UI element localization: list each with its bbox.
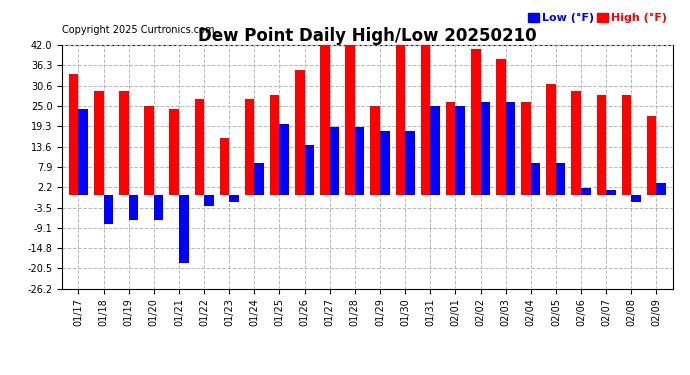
Bar xyxy=(546,84,556,195)
Bar xyxy=(304,145,314,195)
Bar xyxy=(455,106,465,195)
Bar xyxy=(144,106,154,195)
Bar xyxy=(345,45,355,195)
Bar xyxy=(279,124,289,195)
Bar xyxy=(496,59,506,195)
Bar xyxy=(606,190,615,195)
Bar xyxy=(255,163,264,195)
Bar xyxy=(154,195,164,220)
Bar xyxy=(521,102,531,195)
Bar xyxy=(597,95,606,195)
Bar xyxy=(647,117,656,195)
Bar xyxy=(571,92,581,195)
Bar xyxy=(371,106,380,195)
Bar xyxy=(656,183,666,195)
Bar xyxy=(631,195,641,202)
Bar xyxy=(405,131,415,195)
Bar xyxy=(506,102,515,195)
Bar xyxy=(170,110,179,195)
Text: Copyright 2025 Curtronics.com: Copyright 2025 Curtronics.com xyxy=(62,25,215,35)
Bar xyxy=(179,195,188,263)
Bar xyxy=(355,127,364,195)
Bar xyxy=(119,92,129,195)
Bar xyxy=(622,95,631,195)
Bar xyxy=(69,74,79,195)
Bar xyxy=(295,70,304,195)
Bar xyxy=(330,127,339,195)
Bar xyxy=(320,45,330,195)
Bar xyxy=(204,195,214,206)
Bar xyxy=(245,99,255,195)
Bar xyxy=(129,195,138,220)
Bar xyxy=(556,163,565,195)
Title: Dew Point Daily High/Low 20250210: Dew Point Daily High/Low 20250210 xyxy=(198,27,537,45)
Bar xyxy=(480,102,490,195)
Bar xyxy=(229,195,239,202)
Bar xyxy=(531,163,540,195)
Bar xyxy=(79,110,88,195)
Bar xyxy=(421,45,431,195)
Bar xyxy=(471,49,480,195)
Bar xyxy=(219,138,229,195)
Bar xyxy=(270,95,279,195)
Bar xyxy=(195,99,204,195)
Bar xyxy=(431,106,440,195)
Bar xyxy=(380,131,390,195)
Legend: Low (°F), High (°F): Low (°F), High (°F) xyxy=(528,13,667,23)
Bar xyxy=(581,188,591,195)
Bar xyxy=(395,45,405,195)
Bar xyxy=(94,92,104,195)
Bar xyxy=(446,102,455,195)
Bar xyxy=(104,195,113,224)
